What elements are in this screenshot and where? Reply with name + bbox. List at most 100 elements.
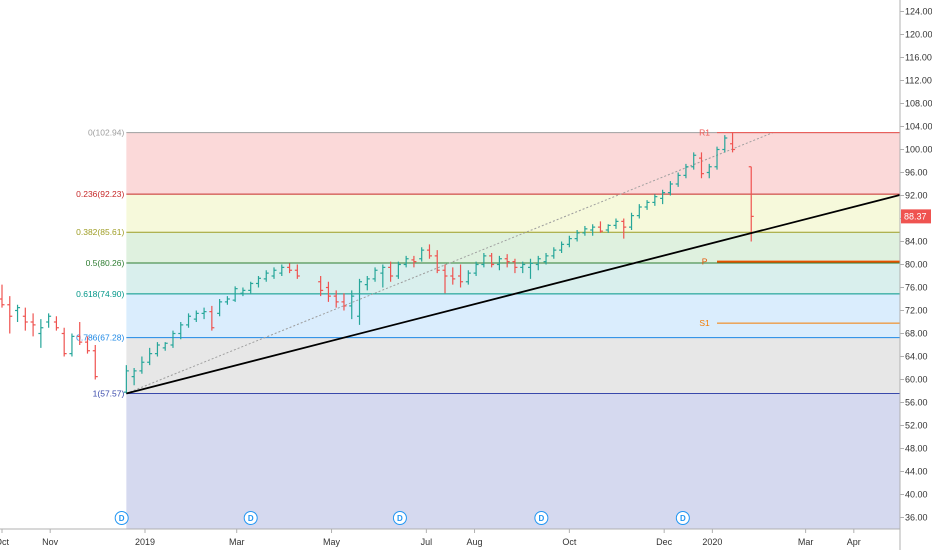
- ohlc-bar: [147, 347, 153, 366]
- ohlc-bar: [341, 293, 347, 311]
- dividend-circle: [534, 511, 549, 525]
- ohlc-bar: [597, 221, 603, 233]
- dividend-marker[interactable]: D: [392, 511, 407, 525]
- ohlc-bar: [465, 270, 471, 285]
- pivot-label: R1: [699, 128, 710, 138]
- ohlc-bar: [30, 313, 36, 337]
- fib-level-label: 1(57.57): [93, 388, 125, 398]
- ohlc-bar: [170, 330, 176, 348]
- price-axis[interactable]: 36.00 40.00 44.00 48.00 52.00 56.00 60.00 64.00…: [899, 0, 932, 550]
- ohlc-bar: [698, 152, 704, 179]
- time-tick-label: Oct: [0, 537, 9, 547]
- price-tag-label: 88.37: [904, 211, 927, 221]
- dividend-marker[interactable]: D: [675, 511, 690, 525]
- fib-diagonal-line: [126, 132, 774, 394]
- price-tick-label: 120.00: [905, 30, 932, 40]
- time-tick-label: May: [323, 537, 341, 547]
- dividend-label: D: [397, 514, 403, 523]
- ohlc-bar: [395, 261, 401, 279]
- trendline-line[interactable]: [126, 191, 912, 395]
- ohlc-bar: [504, 254, 510, 268]
- ohlc-bar: [77, 322, 83, 345]
- price-axis-bg: [900, 0, 932, 550]
- ohlc-bar: [131, 368, 137, 386]
- ohlc-bar: [434, 250, 440, 274]
- fib-band: [126, 393, 900, 529]
- ohlc-bar: [61, 327, 67, 357]
- time-tick-label: Jul: [421, 537, 433, 547]
- time-tick-label: Mar: [229, 537, 245, 547]
- ohlc-bar: [53, 316, 59, 331]
- ohlc-bar: [224, 296, 230, 305]
- dividend-circle: [114, 511, 129, 525]
- ohlc-bar: [605, 224, 611, 233]
- time-tick-label: Apr: [847, 537, 861, 547]
- ohlc-bar: [123, 365, 129, 394]
- price-tick-label: 36.00: [905, 513, 928, 523]
- price-tick-label: 96.00: [905, 168, 928, 178]
- ohlc-bar: [318, 276, 324, 297]
- ohlc-bar: [162, 342, 168, 351]
- trendline[interactable]: [126, 191, 912, 395]
- ohlc-bar: [426, 244, 432, 259]
- ohlc-bar: [178, 322, 184, 340]
- time-tick-label: Nov: [42, 537, 59, 547]
- ohlc-bar: [255, 276, 261, 288]
- dividend-label: D: [119, 514, 125, 523]
- ohlc-bar: [574, 230, 580, 242]
- ohlc-bar: [271, 267, 277, 279]
- ohlc-bar: [248, 281, 254, 294]
- fib-band: [126, 232, 900, 264]
- ohlc-bar: [496, 255, 502, 271]
- dividend-marker[interactable]: D: [114, 511, 129, 525]
- dividend-marker[interactable]: D: [243, 511, 258, 525]
- time-tick-label: Dec: [656, 537, 673, 547]
- ohlc-bar: [748, 166, 754, 242]
- price-tick-label: 60.00: [905, 375, 928, 385]
- fib-band: [126, 293, 900, 338]
- current-price-tag: 88.37: [901, 209, 931, 224]
- dividend-circle: [243, 511, 258, 525]
- pivot-label: S1: [699, 318, 710, 328]
- ohlc-bar: [722, 135, 728, 153]
- time-tick-label: 2020: [702, 537, 722, 547]
- ohlc-bar: [458, 264, 464, 288]
- fib-level-label: 0.382(85.61): [76, 227, 124, 237]
- ohlc-bar: [683, 163, 689, 179]
- ohlc-bar: [294, 264, 300, 279]
- ohlc-bar: [92, 345, 98, 380]
- dividend-label: D: [680, 514, 686, 523]
- ohlc-bar: [263, 270, 269, 282]
- fib-band: [126, 194, 900, 233]
- ohlc-bar: [442, 264, 448, 294]
- dividend-label: D: [538, 514, 544, 523]
- ohlc-bar: [357, 278, 363, 325]
- ohlc-bar: [69, 333, 75, 357]
- ohlc-bar: [240, 287, 246, 297]
- dividend-marker[interactable]: D: [534, 511, 549, 525]
- time-axis[interactable]: Oct Nov 2019 Mar May Jul Aug Oct Dec 2020 Mar Apr: [0, 528, 900, 547]
- ohlc-bar: [582, 225, 588, 236]
- ohlc-bar: [193, 310, 199, 322]
- ohlc-bar: [551, 247, 557, 259]
- dividend-circle: [392, 511, 407, 525]
- fib-retracement[interactable]: 0(102.94) 0.236(92.23) 0.382(85.61) 0.5(80.…: [76, 128, 900, 529]
- pivot-label: P: [702, 257, 708, 267]
- ohlc-bar: [0, 284, 5, 308]
- time-tick-label: Mar: [798, 537, 814, 547]
- fib-band: [126, 132, 900, 195]
- ohlc-bar: [349, 290, 355, 320]
- price-tick-label: 104.00: [905, 122, 932, 132]
- ohlc-bar: [527, 258, 533, 279]
- ohlc-bar: [325, 281, 331, 302]
- ohlc-bar: [419, 247, 425, 262]
- ohlc-bar: [489, 253, 495, 268]
- price-tick-label: 44.00: [905, 467, 928, 477]
- price-tick-label: 92.00: [905, 191, 928, 201]
- ohlc-bars: [0, 132, 754, 394]
- ohlc-bar: [660, 189, 666, 205]
- ohlc-bar: [7, 296, 13, 334]
- ohlc-bar: [566, 235, 572, 248]
